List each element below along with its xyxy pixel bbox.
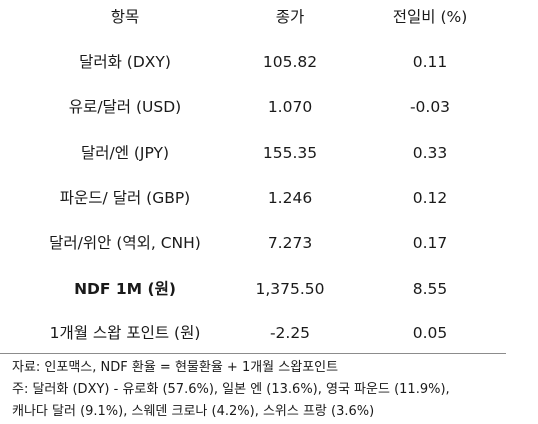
table-row: 1개월 스왑 포인트 (원) -2.25 0.05 — [0, 316, 538, 350]
header-item: 항목 — [110, 8, 140, 26]
row-close: 1.246 — [267, 189, 313, 207]
table-row: 달러/위안 (역외, CNH) 7.273 0.17 — [0, 226, 538, 260]
row-close: 1,375.50 — [255, 280, 325, 298]
row-close: -2.25 — [269, 324, 311, 342]
weight-note-line1: 주: 달러화 (DXY) - 유로화 (57.6%), 일본 엔 (13.6%)… — [12, 382, 450, 397]
row-close: 1.070 — [267, 98, 313, 116]
row-change: 0.17 — [412, 234, 448, 252]
row-change: 0.12 — [412, 189, 448, 207]
row-item: 달러/위안 (역외, CNH) — [49, 234, 201, 252]
row-change: -0.03 — [409, 98, 451, 116]
table-row: 달러화 (DXY) 105.82 0.11 — [0, 45, 538, 79]
table-row: 유로/달러 (USD) 1.070 -0.03 — [0, 90, 538, 124]
row-item: 달러/엔 (JPY) — [80, 144, 170, 162]
row-change: 0.11 — [412, 53, 448, 71]
row-item: 유로/달러 (USD) — [68, 98, 182, 116]
row-close: 105.82 — [262, 53, 318, 71]
table-divider — [0, 353, 506, 354]
source-note: 자료: 인포맥스, NDF 환율 = 현물환율 + 1개월 스왑포인트 — [12, 360, 339, 375]
row-item: NDF 1M (원) — [74, 280, 176, 298]
row-close: 7.273 — [267, 234, 313, 252]
row-item: 1개월 스왑 포인트 (원) — [49, 324, 201, 342]
weight-note-line2: 캐나다 달러 (9.1%), 스웨덴 크로나 (4.2%), 스위스 프랑 (3… — [12, 404, 375, 419]
header-change: 전일비 (%) — [392, 8, 468, 26]
row-change: 0.33 — [412, 144, 448, 162]
row-close: 155.35 — [262, 144, 318, 162]
table-row: 달러/엔 (JPY) 155.35 0.33 — [0, 136, 538, 170]
header-close: 종가 — [275, 8, 305, 26]
header-row: 항목 종가 전일비 (%) — [0, 0, 538, 34]
row-change: 0.05 — [412, 324, 448, 342]
row-item: 달러화 (DXY) — [79, 53, 171, 71]
table-row: NDF 1M (원) 1,375.50 8.55 — [0, 272, 538, 306]
table-row: 파운드/ 달러 (GBP) 1.246 0.12 — [0, 181, 538, 215]
row-change: 8.55 — [412, 280, 448, 298]
footnotes: 자료: 인포맥스, NDF 환율 = 현물환율 + 1개월 스왑포인트 주: 달… — [12, 357, 538, 423]
row-item: 파운드/ 달러 (GBP) — [59, 189, 191, 207]
